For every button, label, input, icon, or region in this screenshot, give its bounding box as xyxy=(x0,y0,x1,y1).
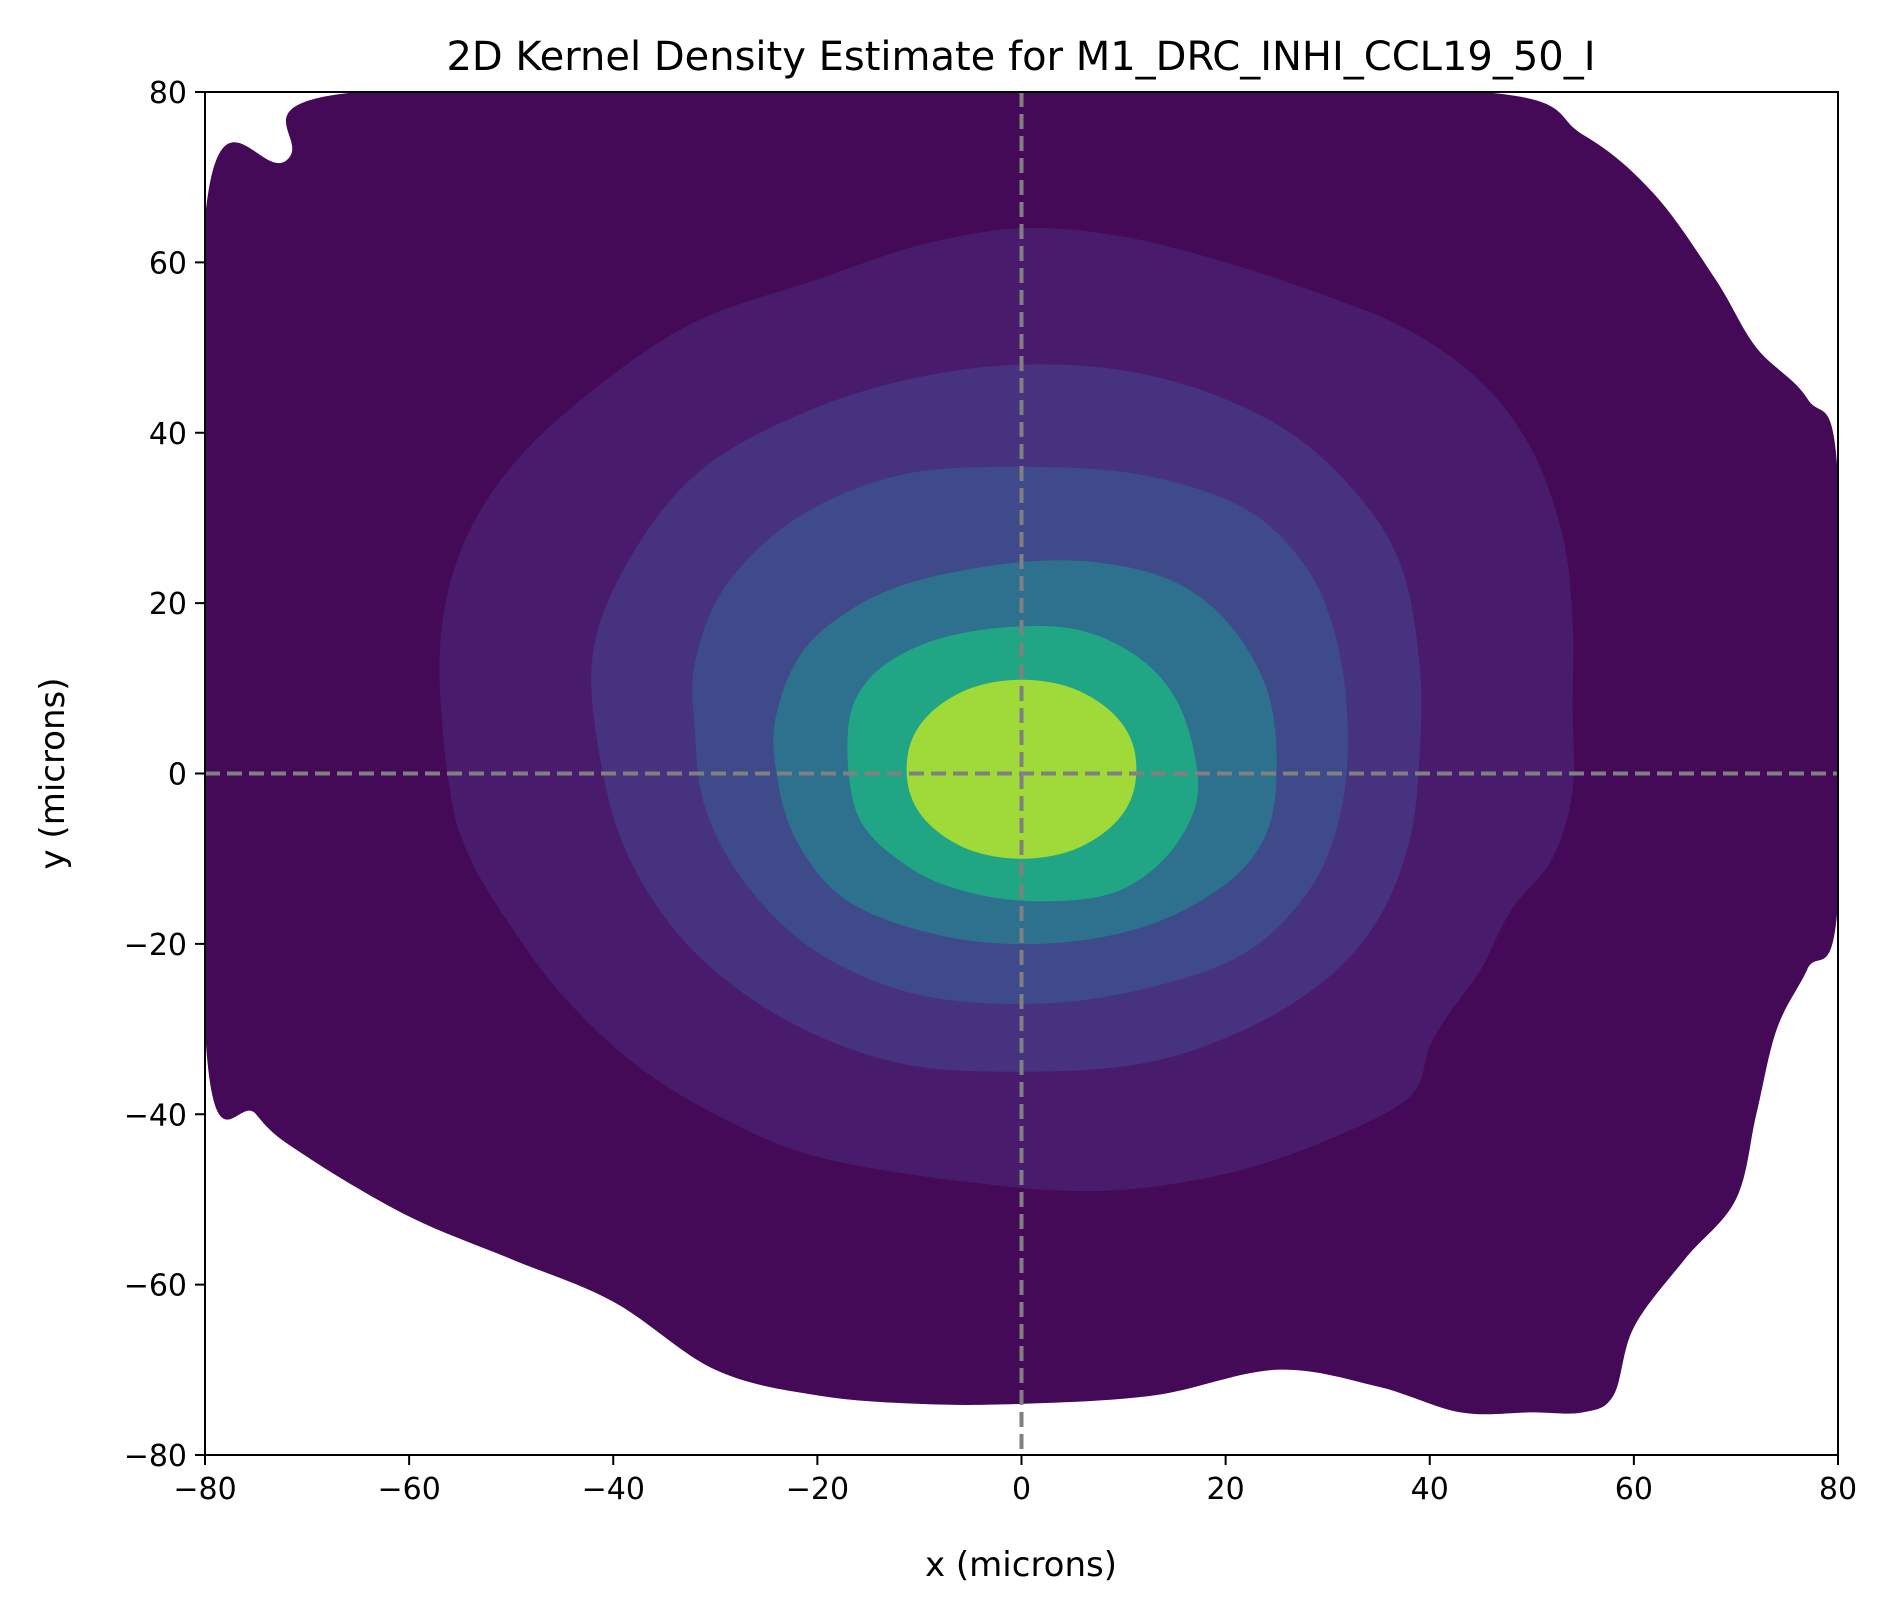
x-tick-label: 20 xyxy=(1207,1472,1245,1507)
y-tick-label: 80 xyxy=(149,76,187,111)
y-tick-label: −60 xyxy=(124,1269,187,1304)
y-tick-label: −80 xyxy=(124,1439,187,1474)
x-tick-label: −80 xyxy=(173,1472,236,1507)
y-axis-label: y (microns) xyxy=(33,677,73,869)
y-tick-label: 60 xyxy=(149,246,187,281)
y-axis-ticks: −80 −60 −40 −20 0 20 40 60 80 xyxy=(124,76,205,1474)
y-tick-label: 40 xyxy=(149,417,187,452)
x-tick-label: −20 xyxy=(786,1472,849,1507)
x-tick-label: 80 xyxy=(1819,1472,1857,1507)
x-tick-label: −40 xyxy=(582,1472,645,1507)
x-tick-label: 0 xyxy=(1012,1472,1031,1507)
contour-level-7 xyxy=(906,679,1137,859)
y-tick-label: 20 xyxy=(149,587,187,622)
density-contours xyxy=(205,92,1838,1415)
x-tick-label: 40 xyxy=(1411,1472,1449,1507)
x-axis-ticks: −80 −60 −40 −20 0 20 40 60 80 xyxy=(173,1455,1857,1507)
x-axis-label: x (microns) xyxy=(925,1545,1117,1585)
y-tick-label: −20 xyxy=(124,928,187,963)
x-tick-label: 60 xyxy=(1615,1472,1653,1507)
y-tick-label: −40 xyxy=(124,1098,187,1133)
x-tick-label: −60 xyxy=(377,1472,440,1507)
y-tick-label: 0 xyxy=(168,758,187,793)
chart-title: 2D Kernel Density Estimate for M1_DRC_IN… xyxy=(446,34,1595,80)
reference-lines xyxy=(205,92,1838,1455)
